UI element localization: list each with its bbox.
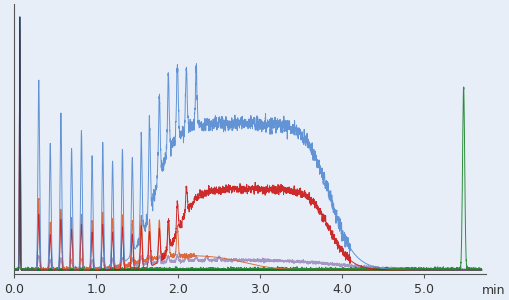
Text: min: min	[480, 284, 504, 297]
